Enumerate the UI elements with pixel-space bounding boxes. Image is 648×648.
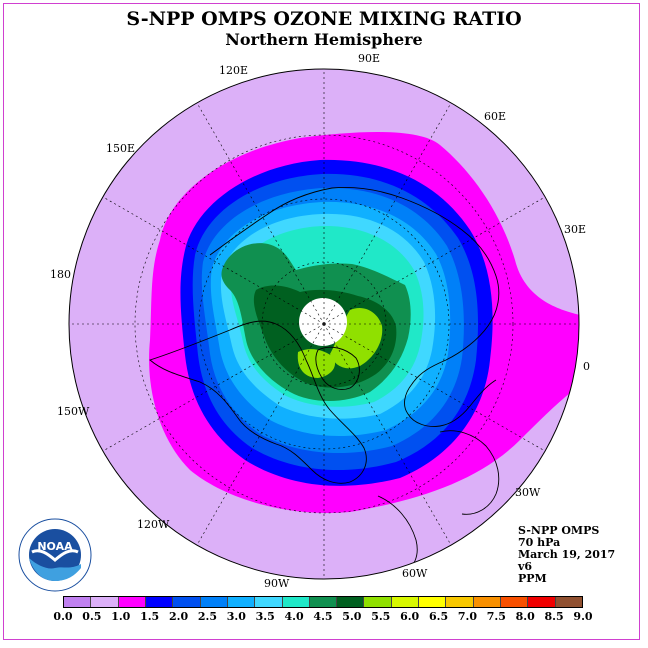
colorbar-tick-label: 2.5 [197, 610, 217, 623]
colorbar-swatch [419, 597, 447, 607]
lon-label-150w: 150W [57, 405, 90, 418]
info-date: March 19, 2017 [518, 548, 616, 561]
colorbar-tick-label: 2.0 [168, 610, 189, 623]
colorbar-tick-label: 4.0 [284, 610, 304, 623]
lon-label-30e: 30E [564, 223, 587, 236]
colorbar-ticks: 0.0 0.5 1.0 1.5 2.0 2.5 3.0 3.5 4.0 4.5 5.0 5.5 6.0 6… [0, 610, 648, 626]
coastlines [149, 187, 500, 575]
colorbar-swatch [528, 597, 556, 607]
contour-5.5 [330, 307, 383, 369]
colorbar-tick-label: 8.5 [544, 610, 564, 623]
info-units: PPM [518, 572, 547, 585]
lon-label-120w: 120W [137, 518, 170, 531]
colorbar-swatch [64, 597, 92, 607]
info-level: 70 hPa [518, 536, 561, 549]
page-subtitle: Northern Hemisphere [225, 30, 423, 49]
colorbar-tick-label: 5.0 [342, 610, 362, 623]
colorbar-swatch [473, 597, 501, 607]
lon-label-60e: 60E [484, 110, 507, 123]
page-title: S-NPP OMPS OZONE MIXING RATIO [126, 8, 522, 30]
colorbar-tick-label: 5.5 [371, 610, 391, 623]
colorbar [63, 596, 583, 608]
colorbar-tick-label: 0.5 [82, 610, 102, 623]
colorbar-tick-label: 7.5 [486, 610, 506, 623]
lon-label-30w: 30W [515, 486, 541, 499]
colorbar-swatch [145, 597, 174, 607]
colorbar-swatch [173, 597, 201, 607]
noaa-logo: NOAA [18, 518, 92, 592]
lon-label-60w: 60W [402, 567, 428, 580]
colorbar-tick-label: 1.5 [140, 610, 160, 623]
info-instrument: S-NPP OMPS [518, 524, 600, 537]
colorbar-tick-label: 3.5 [255, 610, 275, 623]
colorbar-swatch [282, 597, 310, 607]
lon-label-150e: 150E [106, 142, 136, 155]
colorbar-swatch [200, 597, 228, 607]
colorbar-swatch [91, 597, 119, 607]
colorbar-swatch [501, 597, 529, 607]
colorbar-swatch [391, 597, 420, 607]
polar-night-region [299, 298, 347, 346]
noaa-logo-text: NOAA [37, 540, 73, 553]
colorbar-tick-label: 6.5 [428, 610, 449, 623]
colorbar-tick-label: 0.0 [53, 610, 73, 623]
colorbar-swatch [555, 597, 582, 607]
colorbar-swatch [446, 597, 474, 607]
colorbar-tick-label: 8.0 [515, 610, 535, 623]
lon-label-90w: 90W [264, 577, 290, 590]
colorbar-swatch [337, 597, 365, 607]
lon-label-120e: 120E [219, 64, 249, 77]
colorbar-swatch [255, 597, 283, 607]
colorbar-swatch [309, 597, 338, 607]
lon-label-90e: 90E [358, 52, 381, 65]
colorbar-swatch [227, 597, 256, 607]
colorbar-tick-label: 4.5 [313, 610, 333, 623]
info-block: S-NPP OMPS 70 hPa March 19, 2017 v6 PPM [518, 525, 615, 585]
lon-label-0: 0 [583, 360, 590, 373]
map-border [68, 68, 580, 580]
info-version: v6 [518, 560, 533, 573]
lon-label-180: 180 [50, 268, 71, 281]
colorbar-tick-label: 7.0 [457, 610, 477, 623]
colorbar-tick-label: 1.0 [111, 610, 131, 623]
colorbar-swatch [364, 597, 392, 607]
figure-frame [3, 3, 640, 640]
colorbar-tick-label: 6.0 [400, 610, 420, 623]
colorbar-swatch [118, 597, 146, 607]
colorbar-tick-label: 9.0 [573, 610, 593, 623]
colorbar-tick-label: 3.0 [226, 610, 246, 623]
